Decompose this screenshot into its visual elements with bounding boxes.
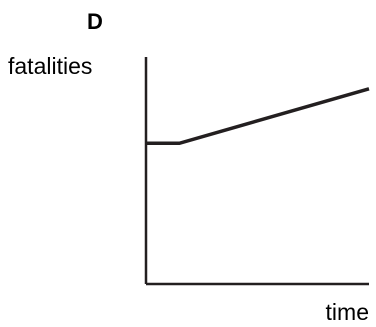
series-layer	[146, 87, 370, 146]
x-axis-label: time	[326, 299, 369, 325]
panel-label: D	[87, 9, 103, 34]
series-line-0	[146, 87, 370, 146]
y-axis-label: fatalities	[8, 53, 92, 79]
